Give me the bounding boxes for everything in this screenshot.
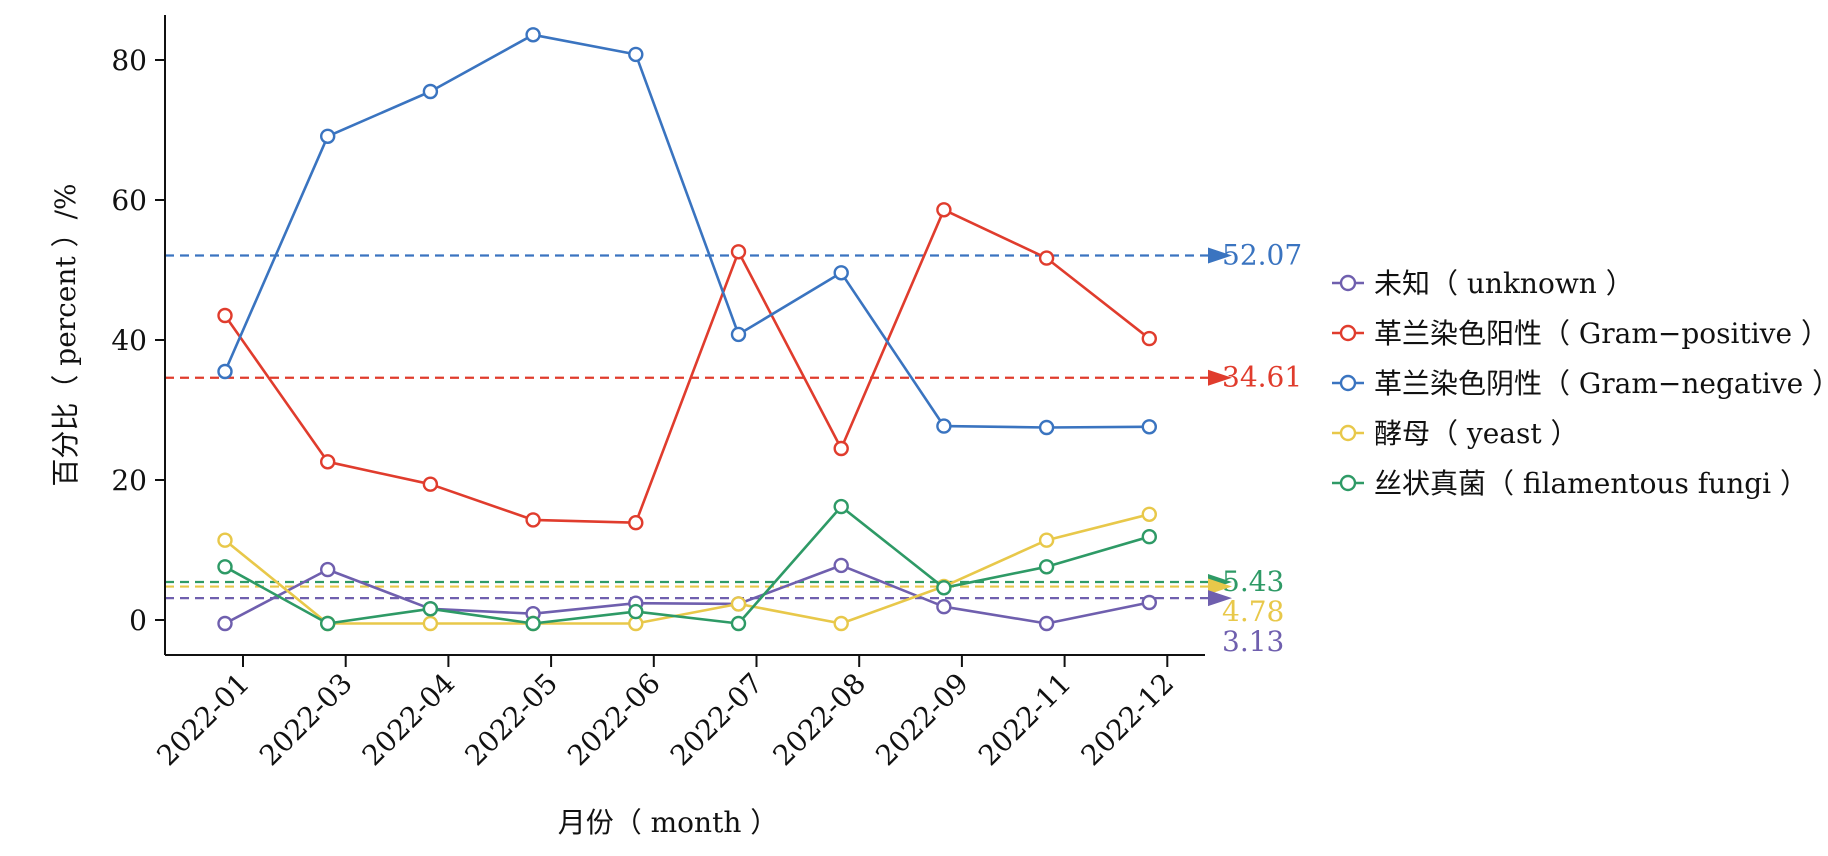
data-point: [730, 326, 747, 343]
data-point: [1038, 532, 1055, 548]
data-point: [936, 580, 952, 596]
data-point: [1141, 506, 1158, 522]
series-line: [224, 513, 1150, 625]
legend: 未知（ unknown ） 革兰染色阳性（ Gram−positive ） 革兰染色…: [1332, 267, 1828, 500]
x-tick-label: 2022-08: [767, 667, 873, 773]
series-line: [223, 208, 1151, 525]
x-tick-label: 2022-09: [869, 667, 975, 773]
y-tick-label: 20: [111, 464, 147, 497]
data-point: [320, 615, 336, 632]
data-point: [217, 532, 233, 548]
data-point: [217, 363, 233, 380]
reference-lines: 52.07 34.61 5.434.783.13: [165, 239, 1302, 658]
data-point: [1141, 594, 1158, 611]
data-point: [217, 615, 233, 632]
data-point: [422, 601, 439, 617]
y-tick-label: 60: [111, 184, 147, 217]
data-point: [320, 128, 336, 145]
series-line: [224, 564, 1150, 625]
data-point: [1141, 419, 1158, 435]
data-point: [525, 615, 541, 632]
data-point: [833, 265, 849, 281]
x-tick-label: 2022-05: [458, 667, 564, 773]
data-point: [936, 599, 952, 615]
data-point: [628, 46, 644, 63]
data-point: [730, 615, 747, 632]
data-point: [730, 596, 747, 612]
x-tick-label: 2022-03: [253, 667, 359, 773]
data-point: [833, 615, 849, 632]
data-point: [217, 559, 233, 575]
x-tick-label: 2022-11: [972, 667, 1078, 773]
data-point: [936, 202, 952, 218]
data-point: [525, 512, 541, 528]
y-tick-label: 0: [129, 604, 147, 637]
legend-swatch-marker: [1339, 374, 1357, 392]
data-point: [525, 27, 541, 43]
legend-entry-label: 革兰染色阴性（ Gram−negative ）: [1374, 367, 1828, 400]
data-point: [936, 418, 952, 434]
reference-value-label: 34.61: [1222, 361, 1302, 394]
x-tick-label: 2022-01: [150, 667, 256, 773]
data-point: [833, 557, 849, 574]
legend-entry-label: 酵母（ yeast ）: [1374, 417, 1579, 450]
reference-value-label: 4.78: [1222, 595, 1284, 628]
series-line: [223, 33, 1150, 429]
reference-value-label: 5.43: [1222, 565, 1284, 598]
legend-entry-label: 丝状真菌（ filamentous fungi ）: [1374, 467, 1808, 500]
data-point: [1038, 419, 1055, 436]
data-point: [628, 603, 644, 620]
data-point: [730, 244, 747, 260]
data-point: [1038, 615, 1055, 632]
data-point: [1141, 330, 1158, 347]
legend-swatch-marker: [1339, 274, 1357, 292]
reference-arrow: [1208, 369, 1232, 386]
x-tick-label: 2022-12: [1075, 667, 1181, 773]
data-point: [833, 498, 849, 515]
y-axis-label: 百分比（ percent ）/%: [49, 183, 82, 486]
legend-swatch-marker: [1339, 474, 1357, 492]
data-point: [422, 615, 439, 632]
data-point: [1038, 559, 1055, 575]
reference-arrow: [1208, 590, 1232, 607]
reference-value-label: 3.13: [1222, 625, 1284, 658]
y-tick-label: 80: [111, 44, 147, 77]
legend-swatch-marker: [1339, 324, 1357, 342]
data-point: [833, 440, 849, 457]
data-point: [320, 454, 336, 470]
reference-value-label: 52.07: [1222, 239, 1302, 272]
reference-arrow: [1208, 247, 1232, 264]
data-point: [217, 307, 233, 324]
y-tick-label: 40: [111, 324, 147, 357]
reference-arrow: [1208, 578, 1232, 595]
series-lines: [217, 27, 1158, 632]
data-point: [422, 83, 439, 100]
x-axis-label: 月份（ month ）: [558, 806, 779, 839]
data-point: [1038, 250, 1055, 266]
legend-swatch-marker: [1339, 424, 1357, 442]
x-tick-label: 2022-07: [664, 667, 770, 773]
legend-entry-label: 革兰染色阳性（ Gram−positive ）: [1374, 317, 1828, 350]
data-point: [320, 561, 336, 578]
series-line: [224, 505, 1150, 625]
data-point: [422, 476, 439, 492]
x-tick-label: 2022-04: [356, 667, 462, 773]
x-tick-label: 2022-06: [561, 667, 667, 773]
legend-entry-label: 未知（ unknown ）: [1374, 267, 1634, 300]
data-point: [628, 515, 644, 531]
data-point: [1141, 529, 1158, 545]
